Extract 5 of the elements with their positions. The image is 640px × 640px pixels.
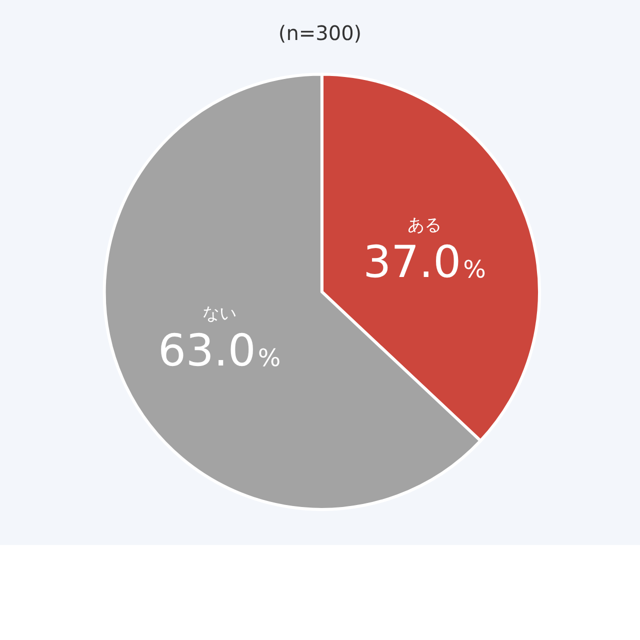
data-label: 63.0% (158, 326, 281, 377)
chart-title: (n=300) (278, 21, 362, 45)
slice-label: ある (408, 215, 442, 236)
data-label: 37.0% (363, 236, 486, 288)
slice-label: ない (202, 304, 236, 324)
